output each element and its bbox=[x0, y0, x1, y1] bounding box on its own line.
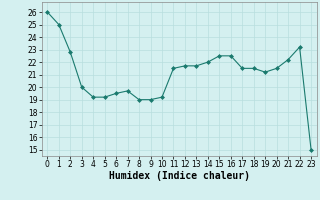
X-axis label: Humidex (Indice chaleur): Humidex (Indice chaleur) bbox=[109, 171, 250, 181]
